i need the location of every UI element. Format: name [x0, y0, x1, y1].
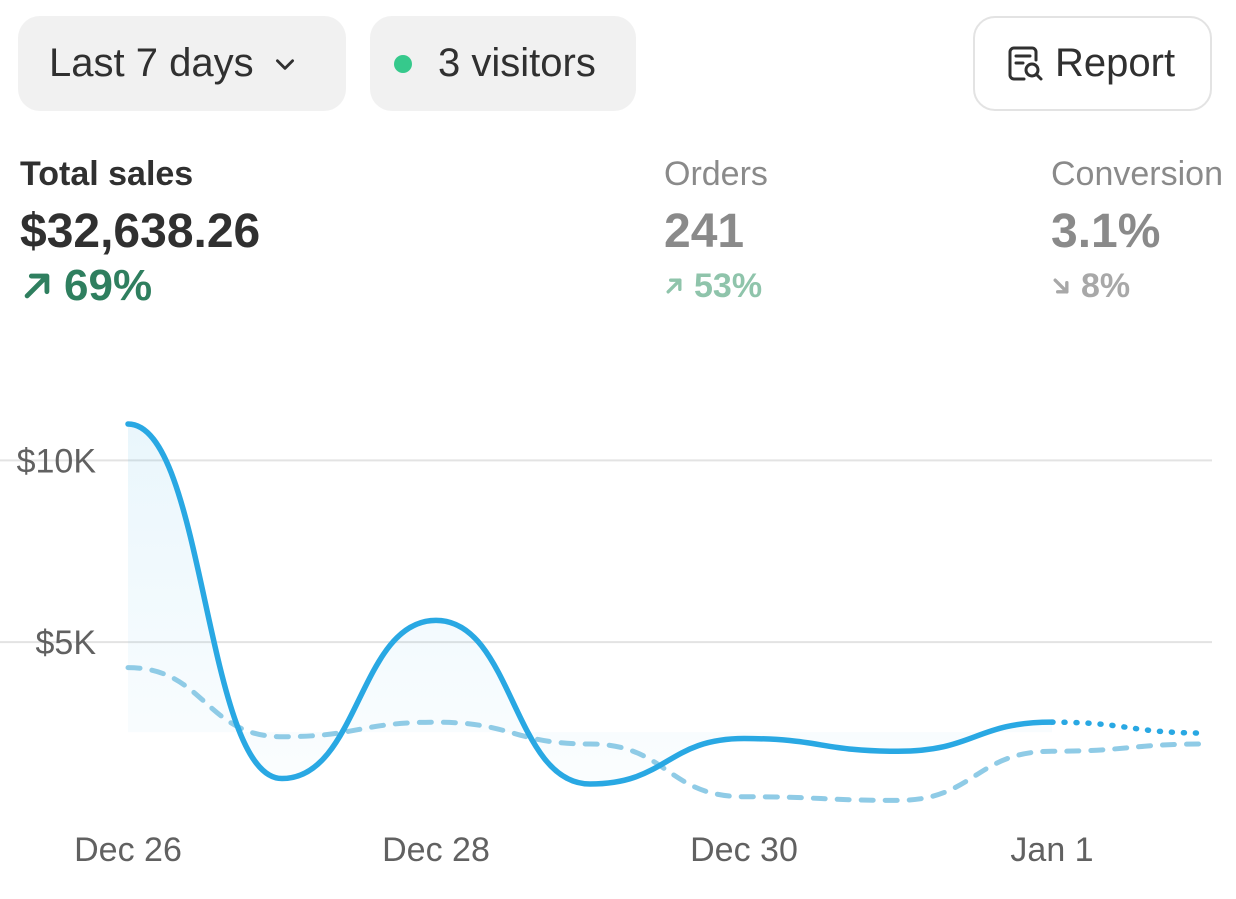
metric-label: Conversion	[1051, 155, 1223, 193]
current-series-area	[128, 424, 1052, 784]
current-series-projection	[1049, 719, 1209, 736]
arrow-up-right-icon	[666, 278, 682, 294]
x-tick-label: Jan 1	[1010, 831, 1093, 869]
report-label: Report	[1055, 41, 1176, 85]
metric-label: Total sales	[20, 155, 194, 193]
y-tick-label: $10K	[17, 442, 97, 480]
metric-change: 8%	[1081, 267, 1131, 305]
report-button[interactable]: Report	[973, 16, 1212, 111]
metric-value: $32,638.26	[20, 205, 261, 258]
arrow-down-right-icon	[1053, 278, 1069, 294]
metric-orders[interactable]: Orders 241 53%	[664, 152, 768, 310]
metric-total-sales[interactable]: Total sales $32,638.26 69%	[20, 152, 260, 310]
date-range-label: Last 7 days	[49, 41, 254, 85]
visitors-label: 3 visitors	[438, 41, 596, 85]
x-tick-label: Dec 28	[382, 831, 490, 869]
live-indicator-dot	[394, 54, 412, 73]
metric-value: 241	[664, 205, 745, 258]
metric-label: Orders	[664, 155, 768, 193]
comparison-series-line	[125, 665, 1209, 803]
sales-line-chart: Dec 26 Dec 28 Dec 30 Jan 1 $10K $5K	[0, 421, 1212, 869]
metric-change: 53%	[694, 267, 763, 305]
chevron-down-icon	[275, 58, 294, 70]
report-search-icon	[1008, 46, 1043, 80]
x-tick-label: Dec 26	[74, 831, 182, 869]
live-visitors-button[interactable]: 3 visitors	[370, 16, 636, 111]
metric-conversion[interactable]: Conversion 3.1% 8%	[1051, 152, 1236, 310]
y-tick-label: $5K	[36, 624, 97, 662]
metric-value: 3.1%	[1051, 205, 1161, 258]
metric-change: 69%	[64, 261, 153, 310]
current-series-line	[125, 421, 1055, 787]
date-range-button[interactable]: Last 7 days	[18, 16, 346, 111]
arrow-up-right-icon	[24, 273, 50, 299]
x-tick-label: Dec 30	[690, 831, 798, 869]
